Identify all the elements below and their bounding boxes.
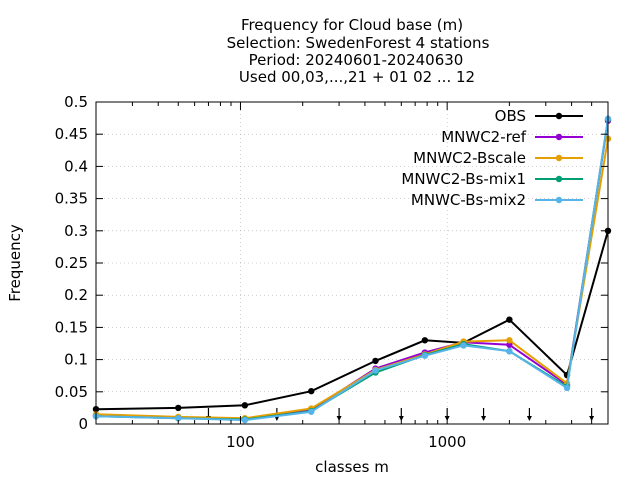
data-point [241, 416, 249, 424]
title-line-3: Period: 20240601-20240630 [249, 51, 464, 69]
series-mnwc2-bs-mix1 [92, 116, 612, 423]
x-axis-label: classes m [315, 458, 389, 476]
series-mnwc2-bscale [92, 135, 612, 422]
legend-entry: MNWC2-Bscale [413, 149, 583, 167]
class-boundary-arrow [336, 408, 342, 421]
legend-entry: MNWC2-ref [441, 128, 583, 146]
class-boundary-arrow [481, 408, 487, 421]
legend-marker [555, 154, 563, 162]
y-tick-label: 0 [78, 415, 88, 433]
legend-marker [555, 112, 563, 120]
y-tick-label: 0.15 [55, 318, 88, 336]
series-line [95, 119, 609, 421]
series-mnwc2-ref [92, 117, 612, 423]
data-point [506, 337, 513, 344]
y-tick-label: 0.4 [64, 157, 88, 175]
chart-title: Frequency for Cloud base (m) Selection: … [227, 16, 490, 86]
grid [96, 101, 608, 425]
legend-marker [555, 175, 563, 183]
data-point [175, 415, 182, 422]
title-line-4: Used 00,03,...,21 + 01 02 ... 12 [239, 68, 475, 86]
legend-marker [555, 133, 563, 141]
legend: OBS MNWC2-ref MNWC2-Bscale MNWC2-Bs-mix1 MNW… [401, 107, 583, 209]
legend-marker [555, 196, 563, 204]
data-point [372, 357, 379, 365]
data-point [421, 352, 429, 359]
legend-label: MNWC2-Bs-mix1 [401, 170, 526, 188]
y-tick-label: 0.3 [64, 222, 88, 240]
class-boundary-arrow [526, 408, 532, 421]
series-line [95, 230, 609, 411]
legend-label: MNWC-Bs-mix2 [411, 191, 526, 209]
y-tick-label: 0.25 [55, 254, 88, 272]
data-point [308, 408, 315, 415]
legend-entry: OBS [495, 107, 583, 125]
data-point [241, 402, 249, 409]
y-tick-label: 0.45 [55, 125, 88, 143]
data-point [506, 316, 513, 323]
legend-entry: MNWC-Bs-mix2 [411, 191, 583, 209]
y-tick-label: 0.5 [64, 93, 88, 111]
series-line [95, 138, 609, 420]
data-point [506, 348, 513, 355]
legend-label: OBS [495, 107, 526, 125]
series-lines [92, 115, 612, 424]
series-line [95, 120, 609, 420]
data-point [506, 341, 513, 348]
series-mnwc-bs-mix2 [92, 115, 612, 424]
data-point [421, 337, 429, 344]
legend-entry: MNWC2-Bs-mix1 [401, 170, 583, 188]
title-line-1: Frequency for Cloud base (m) [241, 16, 463, 34]
data-point [308, 387, 315, 395]
x-tick-label: 1000 [428, 433, 466, 451]
data-point [175, 404, 182, 412]
data-point [460, 342, 467, 349]
data-point [372, 367, 379, 374]
class-boundary-arrow [398, 408, 404, 421]
legend-label: MNWC2-ref [441, 128, 526, 146]
series-line [95, 118, 609, 422]
x-tick-label: 100 [226, 433, 255, 451]
y-axis-label: Frequency [6, 224, 24, 302]
y-tick-label: 0.35 [55, 190, 88, 208]
data-point [563, 384, 571, 392]
title-line-2: Selection: SwedenForest 4 stations [227, 34, 490, 52]
axis-ticks: 0 0.05 0.1 0.15 0.2 0.25 0.3 0.35 0.4 0.45 0.5 100 1… [55, 93, 609, 451]
series-obs [92, 227, 612, 413]
y-tick-label: 0.05 [55, 383, 88, 401]
y-tick-label: 0.2 [64, 286, 88, 304]
class-boundary-arrow [589, 408, 595, 421]
legend-label: MNWC2-Bscale [413, 149, 526, 167]
y-tick-label: 0.1 [64, 351, 88, 369]
